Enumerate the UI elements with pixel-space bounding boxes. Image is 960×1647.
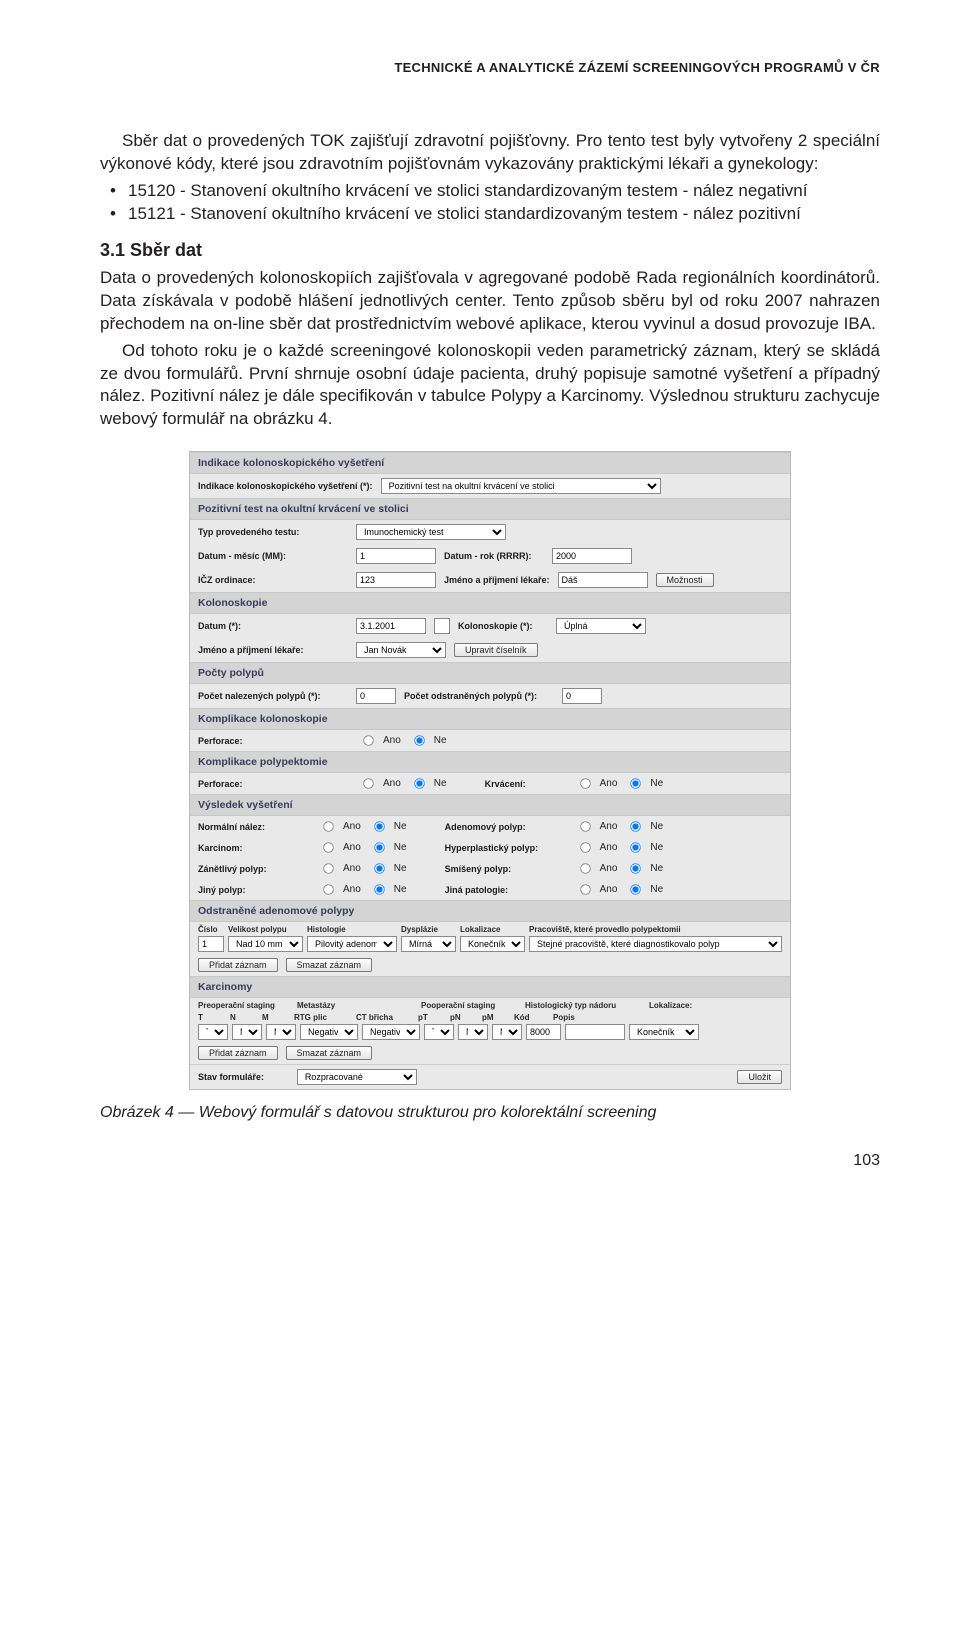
del-karc-button[interactable]: Smazat záznam: [286, 1046, 373, 1060]
karc-t[interactable]: TX: [198, 1024, 228, 1040]
page-number: 103: [100, 1152, 880, 1170]
karc-rtg[interactable]: Negativní: [300, 1024, 358, 1040]
jiny-label: Jiný polyp:: [198, 885, 308, 895]
upravit-button[interactable]: Upravit číselník: [454, 643, 538, 657]
datum-mesic-input[interactable]: [356, 548, 436, 564]
k-lekar-label: Jméno a příjmení lékaře:: [198, 645, 348, 655]
perforace2-label: Perforace:: [198, 779, 348, 789]
k-type-select[interactable]: Úplná: [556, 618, 646, 634]
bullet-list: 15120 - Stanovení okultního krvácení ve …: [100, 180, 880, 226]
karc-lok[interactable]: Konečník: [629, 1024, 699, 1040]
bullet-1: 15120 - Stanovení okultního krvácení ve …: [100, 180, 880, 203]
jina-radio[interactable]: AnoNe: [573, 883, 664, 896]
body-text: Sběr dat o provedených TOK zajišťují zdr…: [100, 130, 880, 431]
nalezeno-label: Počet nalezených polypů (*):: [198, 691, 348, 701]
krvaceni-label: Krvácení:: [485, 779, 565, 789]
karc-pop[interactable]: [565, 1024, 625, 1040]
hyper-radio[interactable]: AnoNe: [573, 841, 664, 854]
moznosti-button[interactable]: Možnosti: [656, 573, 714, 587]
aden-radio[interactable]: AnoNe: [573, 820, 664, 833]
k-lekar-select[interactable]: Jan Novák: [356, 642, 446, 658]
karc-pn[interactable]: NX: [458, 1024, 488, 1040]
poly-h[interactable]: Pilovitý adenom: [307, 936, 397, 952]
karc-label: Karcinom:: [198, 843, 308, 853]
section-vysledek: Výsledek vyšetření: [190, 794, 790, 816]
karc-header-1: Preoperační staging Metastázy Pooperační…: [190, 998, 790, 1010]
k-datum-input[interactable]: [356, 618, 426, 634]
norm-radio[interactable]: AnoNe: [316, 820, 407, 833]
indikace-label: Indikace kolonoskopického vyšetření (*):: [198, 481, 373, 491]
poly-p[interactable]: Stejné pracoviště, které diagnostikovalo…: [529, 936, 782, 952]
jmeno-input[interactable]: [558, 572, 648, 588]
typ-select[interactable]: Imunochemický test: [356, 524, 506, 540]
section-kolonoskopie: Kolonoskopie: [190, 592, 790, 614]
perforace-label: Perforace:: [198, 736, 348, 746]
poly-v[interactable]: Nad 10 mm: [228, 936, 303, 952]
stav-select[interactable]: Rozpracované: [297, 1069, 417, 1085]
section-kompl-poly: Komplikace polypektomie: [190, 751, 790, 773]
calendar-icon[interactable]: [434, 618, 450, 634]
perforace2-radio[interactable]: AnoNe: [356, 777, 447, 790]
k-type-label: Kolonoskopie (*):: [458, 621, 548, 631]
section-kompl-kolo: Komplikace kolonoskopie: [190, 708, 790, 730]
zanet-radio[interactable]: AnoNe: [316, 862, 407, 875]
datum-mesic-label: Datum - měsíc (MM):: [198, 551, 348, 561]
bullet-2: 15121 - Stanovení okultního krvácení ve …: [100, 203, 880, 226]
odstraneno-label: Počet odstraněných polypů (*):: [404, 691, 554, 701]
datum-rok-label: Datum - rok (RRRR):: [444, 551, 544, 561]
karc-pt[interactable]: Tis: [424, 1024, 454, 1040]
karc-kod[interactable]: [526, 1024, 561, 1040]
figure-caption: Obrázek 4 — Webový formulář s datovou st…: [100, 1104, 880, 1122]
indikace-select[interactable]: Pozitivní test na okultní krvácení ve st…: [381, 478, 661, 494]
k-datum-label: Datum (*):: [198, 621, 348, 631]
del-poly-button[interactable]: Smazat záznam: [286, 958, 373, 972]
section-pocty: Počty polypů: [190, 662, 790, 684]
odstraneno-input[interactable]: [562, 688, 602, 704]
add-karc-button[interactable]: Přidat záznam: [198, 1046, 278, 1060]
poly-row: Nad 10 mm Pilovitý adenom Mírná Konečník…: [190, 934, 790, 954]
add-poly-button[interactable]: Přidat záznam: [198, 958, 278, 972]
section-pozitivni-test: Pozitivní test na okultní krvácení ve st…: [190, 498, 790, 520]
karc-m[interactable]: MX: [266, 1024, 296, 1040]
form-screenshot: Indikace kolonoskopického vyšetření Indi…: [189, 451, 791, 1090]
jiny-radio[interactable]: AnoNe: [316, 883, 407, 896]
zanet-label: Zánětlivý polyp:: [198, 864, 308, 874]
aden-label: Adenomový polyp:: [445, 822, 565, 832]
karc-row: TX NX MX Negativní Negativní Tis NX M0 K…: [190, 1022, 790, 1042]
section-odstranene: Odstraněné adenomové polypy: [190, 900, 790, 922]
karc-header-2: T N M RTG plic CT břicha pT pN pM Kód Po…: [190, 1010, 790, 1022]
icz-label: IČZ ordinace:: [198, 575, 348, 585]
poly-c[interactable]: [198, 936, 224, 952]
heading-3-1: 3.1 Sběr dat: [100, 240, 880, 261]
smis-label: Smíšený polyp:: [445, 864, 565, 874]
karc-radio[interactable]: AnoNe: [316, 841, 407, 854]
norm-label: Normální nález:: [198, 822, 308, 832]
datum-rok-input[interactable]: [552, 548, 632, 564]
running-head: TECHNICKÉ A ANALYTICKÉ ZÁZEMÍ SCREENINGO…: [100, 60, 880, 75]
krvaceni-radio[interactable]: AnoNe: [573, 777, 664, 790]
karc-n[interactable]: NX: [232, 1024, 262, 1040]
section-karcinomy: Karcinomy: [190, 976, 790, 998]
jina-label: Jiná patologie:: [445, 885, 565, 895]
poly-l[interactable]: Konečník: [460, 936, 525, 952]
nalezeno-input[interactable]: [356, 688, 396, 704]
perforace-radio[interactable]: AnoNe: [356, 734, 447, 747]
karc-pm[interactable]: M0: [492, 1024, 522, 1040]
smis-radio[interactable]: AnoNe: [573, 862, 664, 875]
section-indikace: Indikace kolonoskopického vyšetření: [190, 452, 790, 474]
karc-ct[interactable]: Negativní: [362, 1024, 420, 1040]
hyper-label: Hyperplastický polyp:: [445, 843, 565, 853]
paragraph-1: Sběr dat o provedených TOK zajišťují zdr…: [100, 130, 880, 176]
stav-label: Stav formuláře:: [198, 1072, 264, 1082]
paragraph-2: Data o provedených kolonoskopiích zajišť…: [100, 267, 880, 336]
poly-d[interactable]: Mírná: [401, 936, 456, 952]
ulozit-button[interactable]: Uložit: [737, 1070, 782, 1084]
jmeno-label: Jméno a příjmení lékaře:: [444, 575, 550, 585]
icz-input[interactable]: [356, 572, 436, 588]
poly-header: Číslo Velikost polypu Histologie Dyspláz…: [190, 922, 790, 934]
paragraph-3: Od tohoto roku je o každé screeningové k…: [100, 340, 880, 432]
typ-label: Typ provedeného testu:: [198, 527, 348, 537]
